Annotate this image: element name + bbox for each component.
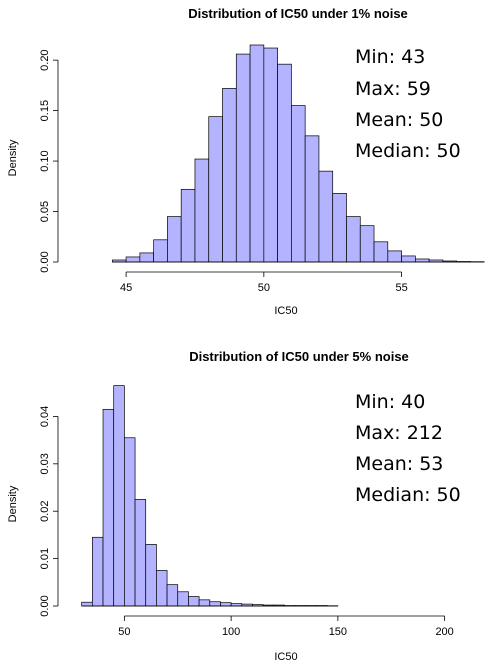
- histogram-bar: [113, 385, 125, 607]
- histogram-bar: [401, 255, 416, 263]
- x-tick-label: 50: [258, 282, 270, 294]
- chart-panel-2: Distribution of IC50 under 5% noise IC50…: [7, 349, 461, 663]
- stat-min: Min: 40: [355, 391, 425, 413]
- y-tick-label: 0.20: [39, 49, 51, 70]
- histogram-bar: [177, 591, 189, 607]
- y-tick-label: 0.05: [39, 201, 51, 222]
- y-axis-label: Density: [7, 485, 19, 522]
- y-tick-label: 0.00: [39, 251, 51, 272]
- y-tick-label: 0.02: [39, 501, 51, 522]
- histogram-bar: [359, 225, 375, 263]
- x-tick-label: 45: [120, 282, 132, 294]
- chart-title: Distribution of IC50 under 5% noise: [189, 349, 409, 364]
- histogram-bar: [156, 570, 168, 607]
- histogram-bar: [387, 250, 402, 263]
- stat-max: Max: 59: [355, 78, 431, 100]
- histogram-bar: [249, 44, 265, 263]
- histogram-bar: [263, 47, 278, 263]
- histogram-bar: [209, 601, 221, 607]
- plot-area: 50 100 150 200 0.00 0.01 0.02 0.03 0.04: [39, 385, 454, 638]
- x-tick-label: 55: [395, 282, 407, 294]
- y-tick-label: 0.01: [39, 548, 51, 569]
- histogram-bar: [139, 252, 154, 263]
- histogram-bar: [153, 239, 168, 263]
- chart-panel-1: Distribution of IC50 under 1% noise IC50…: [7, 6, 485, 317]
- chart-title: Distribution of IC50 under 1% noise: [188, 6, 408, 21]
- y-tick-label: 0.10: [39, 150, 51, 171]
- histogram-bar: [291, 105, 306, 263]
- histogram-bar: [222, 88, 237, 263]
- histogram-bar: [180, 188, 196, 263]
- histogram-bar: [194, 158, 210, 263]
- histogram-bar: [102, 408, 115, 607]
- y-tick-label: 0.04: [39, 406, 51, 427]
- stat-mean: Mean: 53: [355, 453, 443, 475]
- histogram-bar: [188, 596, 200, 607]
- x-tick-label: 50: [118, 626, 130, 638]
- histogram-bar: [134, 499, 147, 607]
- histogram-bar: [91, 536, 104, 607]
- histogram-bar: [220, 602, 232, 607]
- stats-box: Min: 40 Max: 212 Mean: 53 Median: 50: [355, 391, 461, 506]
- y-tick-label: 0.15: [39, 100, 51, 121]
- histogram-bar: [235, 53, 251, 263]
- histogram-bar: [277, 63, 292, 263]
- x-axis-label: IC50: [274, 305, 297, 317]
- histogram-bar: [166, 584, 179, 607]
- x-tick-label: 100: [222, 626, 240, 638]
- histogram-bar: [304, 135, 320, 263]
- histogram-bar: [145, 544, 157, 607]
- stat-max: Max: 212: [355, 422, 443, 444]
- histogram-bar: [124, 437, 136, 607]
- histogram-bar: [318, 170, 334, 263]
- histogram-bar: [332, 193, 347, 263]
- y-tick-label: 0.00: [39, 595, 51, 616]
- stat-median: Median: 50: [355, 484, 461, 506]
- histogram-bar: [373, 241, 389, 263]
- stats-box: Min: 43 Max: 59 Mean: 50 Median: 50: [355, 46, 461, 162]
- x-tick-label: 200: [435, 626, 453, 638]
- histogram-bar: [346, 216, 361, 263]
- stat-median: Median: 50: [355, 140, 461, 162]
- stat-min: Min: 43: [355, 46, 425, 68]
- x-tick-label: 150: [329, 626, 347, 638]
- plot-area: 45 50 55 0.00 0.05 0.10 0.15 0.20: [39, 44, 485, 294]
- histogram-bar: [415, 258, 430, 263]
- histogram-bar: [167, 216, 182, 263]
- y-tick-label: 0.03: [39, 453, 51, 474]
- histogram-bar: [198, 599, 211, 607]
- histogram-bar: [81, 601, 93, 607]
- histogram-bar: [125, 256, 141, 263]
- histogram-bar: [230, 603, 243, 607]
- histogram-bar: [208, 116, 223, 263]
- stat-mean: Mean: 50: [355, 109, 443, 131]
- y-axis-label: Density: [7, 139, 19, 176]
- x-axis-label: IC50: [274, 651, 297, 663]
